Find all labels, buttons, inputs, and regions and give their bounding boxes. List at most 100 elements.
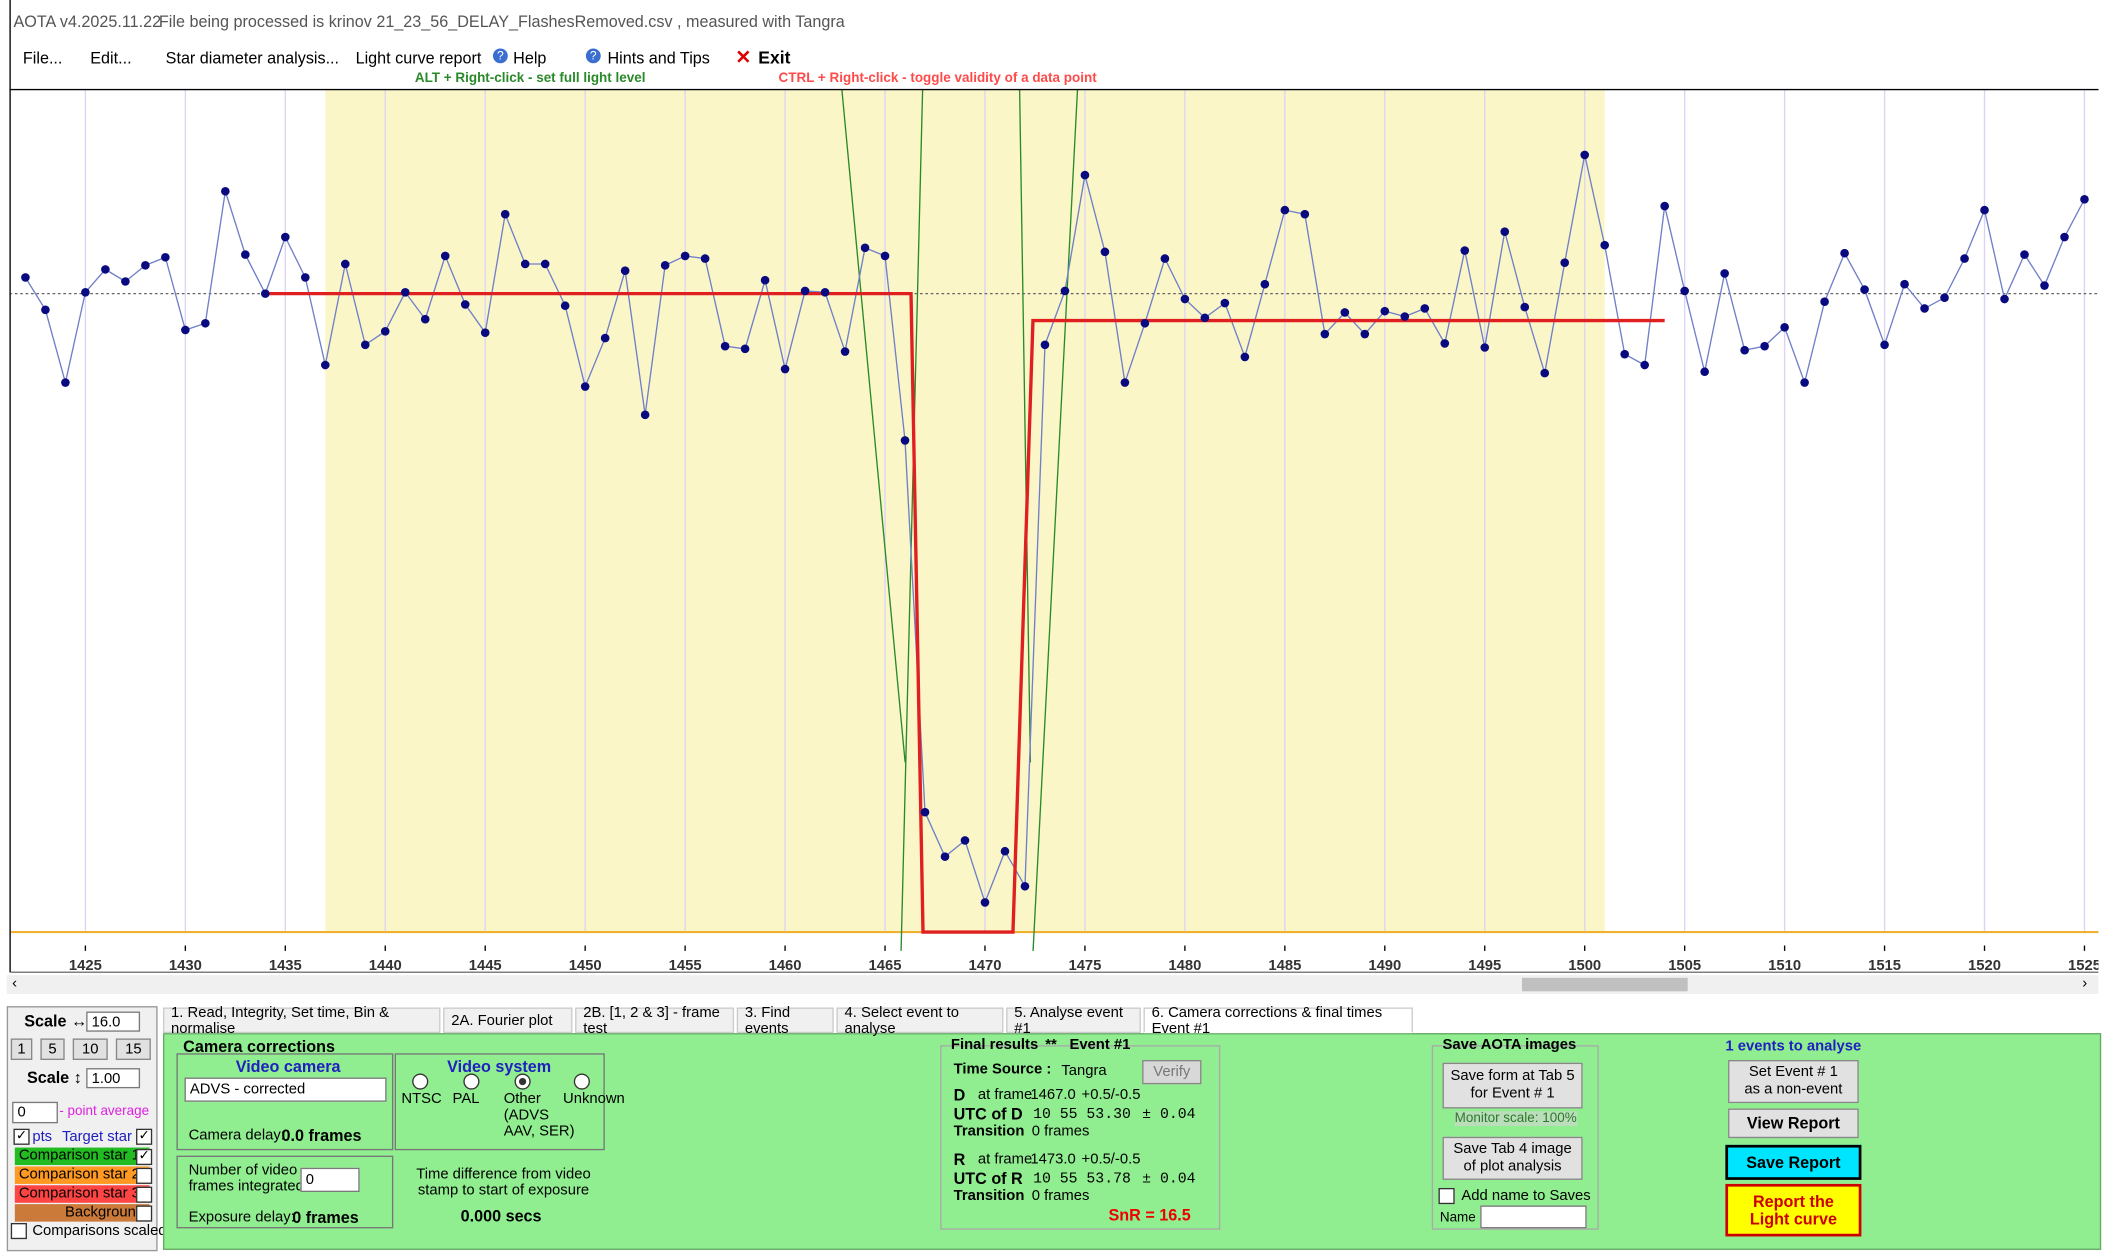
data-point[interactable] [1980, 205, 1989, 215]
data-point[interactable] [360, 340, 370, 350]
data-point[interactable] [420, 314, 430, 324]
data-point[interactable] [640, 410, 650, 420]
menu-item[interactable]: Light curve report [355, 48, 482, 68]
data-point[interactable] [720, 341, 730, 351]
menu-item[interactable]: Hints and Tips [607, 48, 710, 68]
preset-button[interactable]: 15 [115, 1038, 151, 1061]
data-point[interactable] [380, 327, 390, 336]
data-point[interactable] [81, 287, 90, 297]
data-point[interactable] [1680, 286, 1689, 296]
data-point[interactable] [61, 378, 70, 387]
data-point[interactable] [1620, 349, 1629, 359]
data-point[interactable] [1580, 150, 1590, 160]
data-point[interactable] [760, 275, 770, 285]
data-point[interactable] [201, 318, 210, 328]
data-point[interactable] [600, 333, 610, 343]
scrollbar[interactable]: ‹ › [6, 975, 2099, 995]
data-point[interactable] [1540, 368, 1550, 378]
data-point[interactable] [1420, 304, 1430, 313]
data-point[interactable] [1860, 285, 1869, 294]
data-point[interactable] [540, 259, 550, 269]
data-point[interactable] [2020, 250, 2029, 259]
data-point[interactable] [1480, 343, 1490, 352]
data-point[interactable] [221, 186, 230, 196]
data-point[interactable] [1120, 378, 1130, 387]
point-average-select[interactable]: 0 [12, 1101, 58, 1124]
data-point[interactable] [1440, 339, 1450, 348]
data-point[interactable] [1460, 246, 1470, 255]
data-point[interactable] [440, 251, 450, 261]
save-report-button[interactable]: Save Report [1725, 1144, 1862, 1180]
data-point[interactable] [780, 364, 790, 374]
data-point[interactable] [580, 382, 590, 391]
data-point[interactable] [1640, 360, 1649, 370]
data-point[interactable] [121, 277, 130, 286]
data-point[interactable] [1180, 294, 1190, 304]
data-point[interactable] [1220, 298, 1230, 308]
data-point[interactable] [300, 273, 310, 282]
light-curve-plot[interactable]: 1425 1430 1435 1440 1445 1450 1455 1460 1465 1470… [9, 88, 2099, 973]
data-point[interactable] [1280, 205, 1290, 215]
data-point[interactable] [980, 898, 990, 907]
scroll-thumb[interactable] [1521, 977, 1688, 992]
data-point[interactable] [1760, 341, 1769, 351]
data-point[interactable] [1100, 247, 1110, 257]
data-point[interactable] [820, 287, 830, 297]
save-form-button[interactable]: Save form at Tab 5 for Event # 1 [1442, 1062, 1583, 1109]
menu-item[interactable]: File... [22, 48, 63, 68]
data-point[interactable] [660, 261, 670, 270]
data-point[interactable] [1160, 254, 1170, 263]
view-report-button[interactable]: View Report [1728, 1108, 1859, 1139]
data-point[interactable] [1600, 240, 1610, 250]
checkbox[interactable] [10, 1222, 27, 1240]
radio[interactable] [573, 1073, 590, 1090]
data-point[interactable] [1200, 313, 1210, 323]
data-point[interactable] [840, 347, 850, 356]
data-point[interactable] [2040, 281, 2049, 290]
data-point[interactable] [41, 305, 50, 315]
data-point[interactable] [1800, 378, 1809, 387]
checkbox[interactable] [1438, 1187, 1455, 1205]
data-point[interactable] [1920, 304, 1929, 313]
data-point[interactable] [1720, 269, 1729, 278]
data-point[interactable] [1520, 302, 1530, 312]
data-point[interactable] [460, 300, 470, 309]
radio[interactable] [463, 1073, 480, 1090]
data-point[interactable] [1260, 279, 1270, 289]
data-point[interactable] [1840, 248, 1849, 258]
data-point[interactable] [2060, 232, 2069, 242]
frames-select[interactable]: 0 [300, 1167, 360, 1193]
data-point[interactable] [740, 344, 750, 354]
data-point[interactable] [1060, 286, 1070, 296]
preset-button[interactable]: 5 [40, 1038, 65, 1061]
data-point[interactable] [1240, 352, 1250, 362]
data-point[interactable] [2000, 294, 2009, 304]
data-point[interactable] [1320, 329, 1330, 339]
data-point[interactable] [1700, 367, 1709, 377]
data-point[interactable] [1560, 258, 1570, 267]
tab[interactable]: 2B. [1, 2 & 3] - frame test [575, 1004, 735, 1036]
verify-button[interactable]: Verify [1142, 1060, 1202, 1085]
data-point[interactable] [1140, 318, 1150, 328]
tab[interactable]: 4. Select event to analyse [836, 1004, 1004, 1036]
tab[interactable]: 3. Find events [736, 1004, 834, 1036]
data-point[interactable] [680, 251, 690, 261]
preset-button[interactable]: 1 [10, 1038, 33, 1061]
menu-item[interactable]: Edit... [90, 48, 132, 68]
scroll-right[interactable]: › [2082, 975, 2088, 992]
tab[interactable]: 1. Read, Integrity, Set time, Bin & norm… [162, 1004, 441, 1036]
data-point[interactable] [21, 273, 30, 282]
scroll-left[interactable]: ‹ [12, 975, 18, 992]
scale-input[interactable]: 1.00 [86, 1068, 141, 1089]
data-point[interactable] [1900, 279, 1909, 289]
checkbox[interactable]: ✓ [13, 1128, 30, 1145]
data-point[interactable] [400, 287, 410, 297]
data-point[interactable] [620, 266, 630, 276]
tab[interactable]: 2A. Fourier plot [443, 1007, 573, 1034]
data-point[interactable] [1740, 345, 1749, 355]
data-point[interactable] [1300, 209, 1310, 219]
data-point[interactable] [1040, 340, 1050, 350]
data-point[interactable] [920, 807, 930, 817]
report-curve-button[interactable]: Report the Light curve [1725, 1183, 1862, 1237]
checkbox[interactable]: ✓ [136, 1128, 153, 1145]
